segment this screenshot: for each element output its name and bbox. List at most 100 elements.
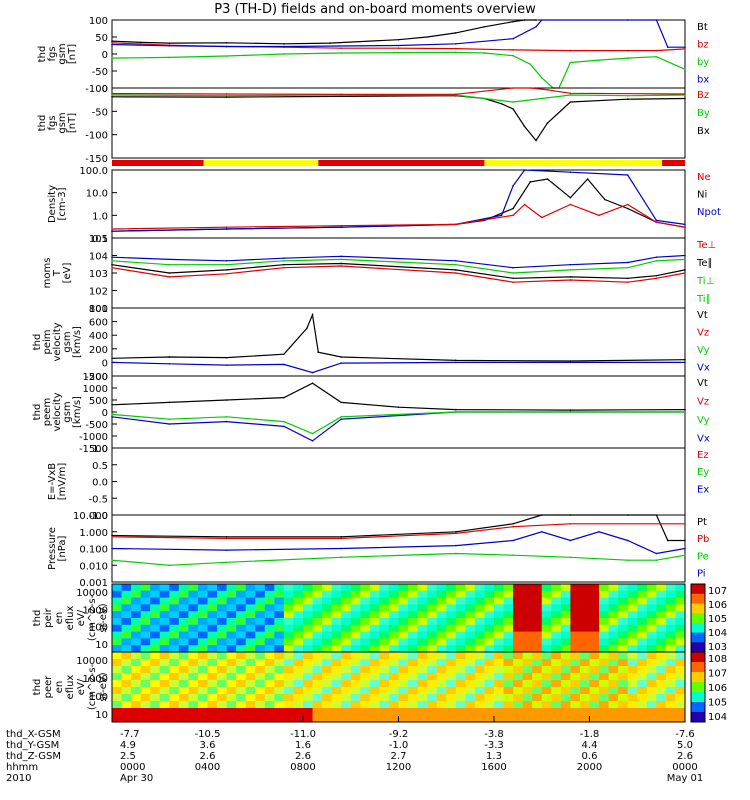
series-fgs-bt-Bz <box>111 87 686 95</box>
spectrogram-cell <box>274 659 285 667</box>
spectrogram-cell <box>541 631 552 639</box>
spectrogram-cell <box>169 652 180 660</box>
spectrogram-cell <box>245 694 256 702</box>
spectrogram-cell <box>312 624 323 633</box>
spectrogram-cell <box>484 715 495 723</box>
footer-value: -1.0 <box>389 740 409 751</box>
point-peem-velocity-Vx <box>111 416 113 418</box>
spectrogram-cell <box>532 673 543 681</box>
spectrogram-cell <box>665 645 676 653</box>
spectrogram-cell <box>608 597 619 605</box>
spectrogram-cell <box>112 590 123 599</box>
spectrogram-cell <box>236 590 247 599</box>
spectrogram-cell <box>646 584 657 592</box>
spectrogram-cell <box>513 631 524 639</box>
spectrogram-cell <box>322 624 333 633</box>
spectrogram-cell <box>589 597 600 605</box>
spectrogram-cell <box>579 618 590 626</box>
spectrogram-cell <box>331 666 342 674</box>
spectrogram-cell <box>178 694 189 702</box>
point-temperature-Te2 <box>340 265 343 267</box>
spectrogram-cell <box>589 715 600 723</box>
spectrogram-cell <box>188 701 199 709</box>
point-peem-velocity-Vy <box>569 411 572 413</box>
panel-frame-fgs-bt <box>111 87 686 159</box>
spectrogram-cell <box>322 597 333 605</box>
point-pressure-Pi <box>111 547 113 550</box>
spectrogram-cell <box>665 611 676 619</box>
point-fgs-bt-Bz <box>455 93 457 96</box>
spectrogram-cell <box>665 597 676 605</box>
spectrogram-cell <box>560 638 571 646</box>
spectrogram-cell <box>427 590 438 599</box>
spectrogram-cell <box>503 618 514 626</box>
spectrogram-cell <box>522 645 533 653</box>
spectrogram-cell <box>331 645 342 653</box>
spectrogram-cell <box>551 666 562 674</box>
spectrogram-cell <box>217 659 228 667</box>
point-peim-velocity-Vt <box>569 360 572 362</box>
footer-value: -1.8 <box>580 729 600 740</box>
spectrogram-cell <box>637 694 648 702</box>
spectrogram-cell <box>283 659 294 667</box>
spec-ylabel-peir: thd <box>32 610 43 627</box>
spectrogram-cell <box>369 597 380 605</box>
point-fgs-by <box>455 51 457 54</box>
spectrogram-cell <box>283 680 294 688</box>
spectrogram-cell <box>570 715 581 723</box>
spectrogram-cell <box>560 631 571 639</box>
spectrogram-cell <box>637 708 648 716</box>
point-density-Ne <box>340 224 343 227</box>
spectrogram-cell <box>159 638 170 646</box>
spectrogram-cell <box>675 687 686 695</box>
ylabel-peem-velocity: gsm <box>62 401 73 422</box>
point-fgs-bz <box>655 49 658 52</box>
spectrogram-cell <box>178 611 189 619</box>
ytick-label-peim-velocity: 600 <box>89 318 108 329</box>
spectrogram-cell <box>264 645 275 653</box>
spectrogram-cell <box>417 645 428 653</box>
footer-value: 0000 <box>672 762 697 773</box>
spectrogram-cell <box>312 659 323 667</box>
spectrogram-cell <box>560 618 571 626</box>
spectrogram-cell <box>226 590 237 599</box>
spectrogram-cell <box>236 611 247 619</box>
spectrogram-cell <box>150 631 161 639</box>
spectrogram-cell <box>112 687 123 695</box>
spectrogram-cell <box>150 604 161 612</box>
spectrogram-cell <box>140 659 151 667</box>
spectrogram-cell <box>388 631 399 639</box>
spectrogram-cell <box>178 715 189 723</box>
spectrogram-cell <box>408 708 419 716</box>
spectrogram-cell <box>551 590 562 599</box>
point-fgs-bx <box>655 19 658 21</box>
spectrogram-cell <box>656 631 667 639</box>
spec-ytick-peir: 1000 <box>83 605 108 616</box>
footer-value: 0000 <box>120 762 145 773</box>
spectrogram-cell <box>360 624 371 633</box>
spectrogram-cell <box>159 652 170 660</box>
point-fgs-Bt <box>512 20 514 23</box>
spectrogram-cell <box>150 638 161 646</box>
ytick-label-fgs: 100 <box>89 16 108 27</box>
point-fgs-bt-Bx <box>535 139 537 142</box>
spectrogram-cell <box>427 611 438 619</box>
spectrogram-cell <box>436 631 447 639</box>
spectrogram-cell <box>541 659 552 667</box>
spectrogram-cell <box>150 701 161 709</box>
spectrogram-cell <box>618 673 629 681</box>
spectrogram-cell <box>494 687 505 695</box>
spectrogram-cell <box>274 590 285 599</box>
spectrogram-cell <box>589 652 600 660</box>
spectrogram-cell <box>159 708 170 716</box>
spectrogram-cell <box>656 611 667 619</box>
spectrogram-cell <box>293 701 304 709</box>
spectrogram-cell <box>255 618 266 626</box>
point-temperature-Ti2 <box>512 272 514 274</box>
point-temperature-Te2 <box>655 277 658 280</box>
point-fgs-Bt <box>397 38 400 41</box>
spectrogram-cell <box>226 604 237 612</box>
spectrogram-cell <box>484 652 495 660</box>
spectrogram-cell <box>665 687 676 695</box>
spectrogram-cell <box>589 631 600 639</box>
